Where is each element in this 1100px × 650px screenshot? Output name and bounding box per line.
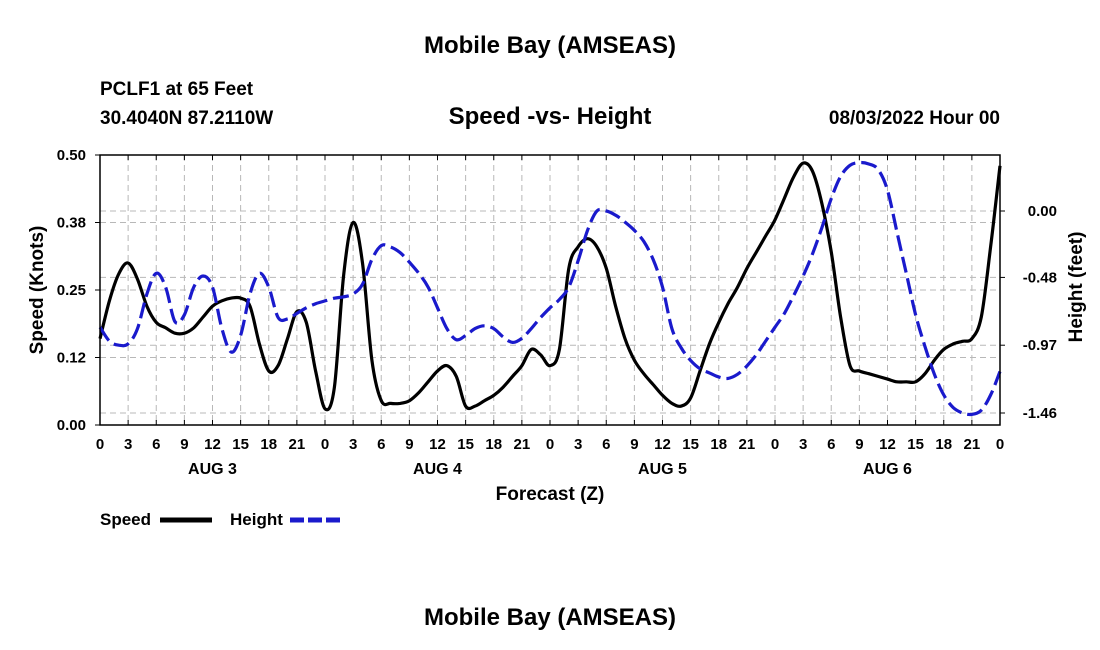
day-label: AUG 5 [638,461,687,478]
grid [100,155,1000,425]
day-label: AUG 4 [413,461,462,478]
x-tick-label: 0 [546,436,554,453]
x-tick-label: 6 [827,436,835,453]
x-tick-label: 9 [405,436,413,453]
station-label: PCLF1 at 65 Feet [100,79,254,100]
x-tick-label: 9 [180,436,188,453]
x-tick-label: 12 [204,436,221,453]
chart-title: Speed -vs- Height [449,103,652,130]
x-tick-label: 3 [799,436,807,453]
day-label: AUG 3 [188,461,237,478]
legend: Speed Height [100,510,342,529]
x-tick-label: 0 [321,436,329,453]
x-tick-label: 0 [771,436,779,453]
y2-tick-label: -1.46 [1023,405,1057,422]
x-tick-label: 18 [260,436,277,453]
x-tick-label: 15 [682,436,699,453]
series-group [98,160,1002,417]
x-tick-label: 12 [879,436,896,453]
x-tick-label: 21 [514,436,531,453]
x-tick-label: 18 [485,436,502,453]
y2-tick-label: -0.48 [1023,269,1057,286]
y-tick-label: 0.50 [57,147,86,164]
y-axis-title: Speed (Knots) [27,226,48,355]
x-tick-label: 12 [654,436,671,453]
x-tick-label: 0 [96,436,104,453]
y2-tick-label: -0.97 [1023,337,1057,354]
x-tick-label: 9 [630,436,638,453]
y-tick-label: 0.38 [57,215,86,232]
y-tick-label: 0.00 [57,417,86,434]
coords-label: 30.4040N 87.2110W [100,108,273,129]
y-tick-label: 0.25 [57,282,86,299]
day-label: AUG 6 [863,461,912,478]
x-tick-label: 3 [349,436,357,453]
x-tick-label: 6 [152,436,160,453]
x-tick-label: 6 [602,436,610,453]
speed-series-line [98,161,1002,412]
footer-title: Mobile Bay (AMSEAS) [424,604,676,631]
x-tick-label: 0 [996,436,1004,453]
x-tick-label: 6 [377,436,385,453]
date-label: 08/03/2022 Hour 00 [829,108,1000,129]
legend-height-label: Height [230,510,283,529]
main-title: Mobile Bay (AMSEAS) [424,32,676,59]
x-tick-label: 12 [429,436,446,453]
x-tick-label: 3 [124,436,132,453]
x-tick-label: 9 [855,436,863,453]
x-tick-label: 15 [232,436,249,453]
legend-speed-label: Speed [100,510,151,529]
y2-tick-label: 0.00 [1028,203,1057,220]
height-series-line [98,160,1002,417]
y-tick-label: 0.12 [57,350,86,367]
x-tick-label: 21 [289,436,306,453]
x-tick-label: 3 [574,436,582,453]
x-tick-label: 21 [964,436,981,453]
y2-axis-title: Height (feet) [1066,232,1087,343]
x-tick-label: 18 [935,436,952,453]
axes: 0 3 6 9 12 15 18 21 0 3 6 9 12 15 18 21 0 3 6 9 12 15 18 21 0 3 6 9… [57,147,1057,478]
x-tick-label: 21 [739,436,756,453]
x-tick-label: 15 [907,436,924,453]
x-axis-title: Forecast (Z) [496,484,605,505]
x-tick-label: 18 [710,436,727,453]
x-tick-label: 15 [457,436,474,453]
